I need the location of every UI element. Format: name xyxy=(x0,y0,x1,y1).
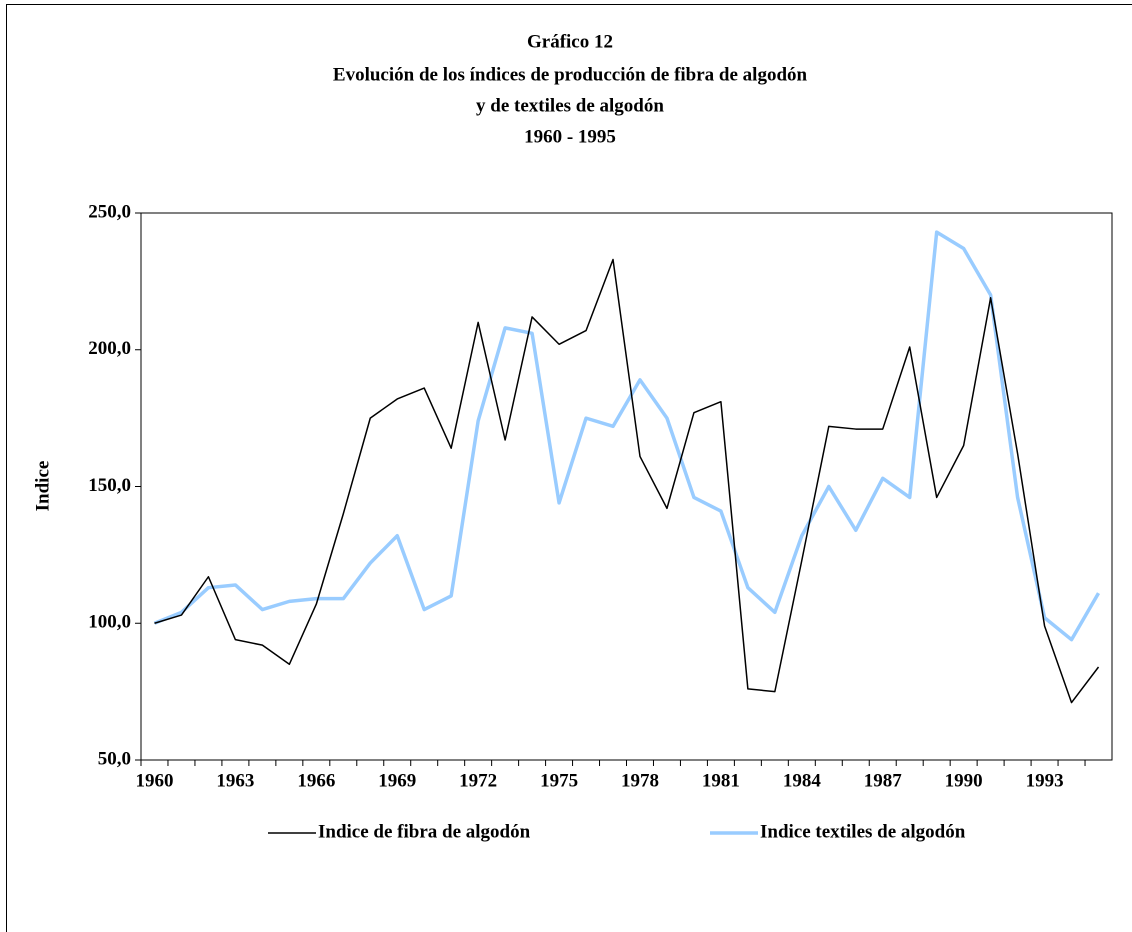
y-tick-label: 150,0 xyxy=(88,475,131,496)
y-tick-label: 200,0 xyxy=(88,338,131,359)
x-tick-label: 1987 xyxy=(864,770,903,791)
x-tick-label: 1960 xyxy=(135,770,173,791)
y-tick-label: 100,0 xyxy=(88,612,131,633)
data-line xyxy=(154,258,1100,704)
y-axis-label: Indice xyxy=(32,461,53,512)
x-tick-label: 1978 xyxy=(621,770,659,791)
x-tick-label: 1993 xyxy=(1026,770,1064,791)
x-tick-label: 1972 xyxy=(459,770,497,791)
x-tick-label: 1966 xyxy=(297,770,335,791)
x-tick-label: 1975 xyxy=(540,770,578,791)
chart-subtitle: Evolución de los índices de producción d… xyxy=(333,64,808,85)
x-tick-label: 1963 xyxy=(216,770,254,791)
y-tick-label: 50,0 xyxy=(98,748,131,769)
x-tick-label: 1969 xyxy=(378,770,416,791)
data-line xyxy=(153,230,1101,642)
x-tick-label: 1990 xyxy=(945,770,983,791)
x-tick-label: 1981 xyxy=(702,770,740,791)
legend-label: Indice de fibra de algodón xyxy=(318,821,531,842)
chart-subtitle: y de textiles de algodón xyxy=(476,95,664,116)
chart-title: Gráfico 12 xyxy=(527,31,613,52)
legend-label: Indice textiles de algodón xyxy=(760,821,966,842)
y-tick-label: 250,0 xyxy=(88,201,131,222)
x-tick-label: 1984 xyxy=(783,770,822,791)
chart-subtitle: 1960 - 1995 xyxy=(524,126,616,147)
